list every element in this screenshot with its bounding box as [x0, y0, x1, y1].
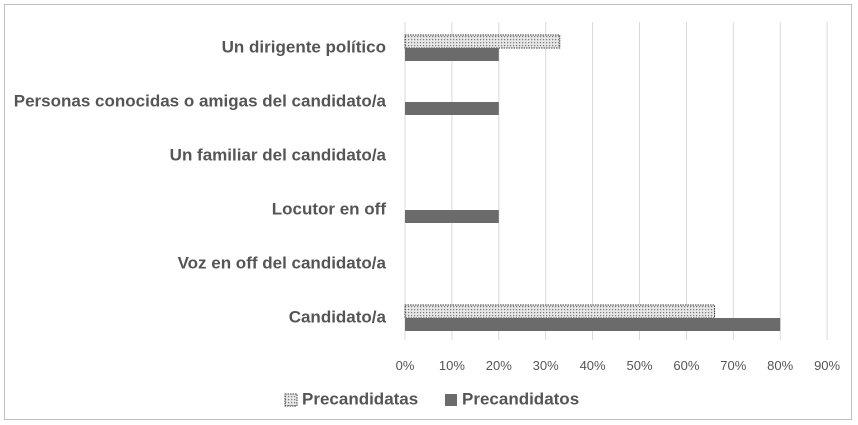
bar-precandidatos	[405, 102, 499, 115]
bar-precandidatas	[404, 34, 561, 49]
x-tick-label: 0%	[396, 358, 415, 373]
x-tick-label: 10%	[439, 358, 465, 373]
x-tick-label: 70%	[720, 358, 746, 373]
gridlines	[404, 22, 828, 340]
x-tick-label: 60%	[673, 358, 699, 373]
x-tick-label: 50%	[626, 358, 652, 373]
x-axis-ticks: 0% 10% 20% 30% 40% 50% 60% 70% 80% 90%	[396, 358, 841, 373]
legend-swatch	[445, 394, 457, 406]
category-label: Candidato/a	[289, 307, 387, 326]
category-label: Voz en off del candidato/a	[178, 253, 387, 272]
x-tick-label: 30%	[533, 358, 559, 373]
x-tick-label: 20%	[486, 358, 512, 373]
legend: Precandidatas Precandidatos	[284, 389, 579, 408]
x-tick-label: 90%	[814, 358, 840, 373]
bar-precandidatos	[405, 210, 499, 223]
bar-precandidatos	[405, 48, 499, 61]
x-tick-label: 40%	[580, 358, 606, 373]
bar-precandidatos	[405, 318, 781, 331]
x-tick-label: 80%	[767, 358, 793, 373]
category-label: Un familiar del candidato/a	[170, 145, 387, 164]
category-label: Locutor en off	[272, 199, 387, 218]
legend-label: Precandidatos	[462, 389, 579, 408]
category-label: Personas conocidas o amigas del candidat…	[14, 91, 387, 110]
legend-label: Precandidatas	[302, 389, 418, 408]
bars	[404, 34, 781, 331]
legend-swatch	[284, 393, 298, 407]
category-labels: Un dirigente político Personas conocidas …	[14, 37, 387, 326]
bar-precandidatas	[404, 304, 716, 319]
category-label: Un dirigente político	[222, 37, 386, 56]
